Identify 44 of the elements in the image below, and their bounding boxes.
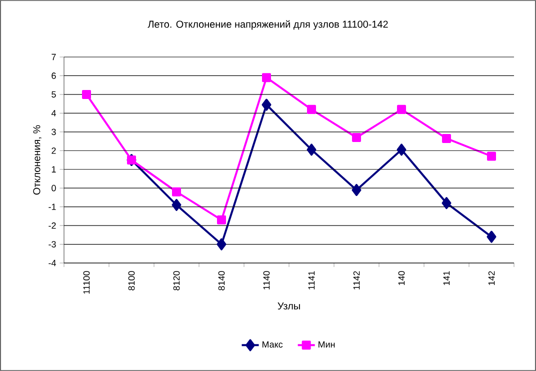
x-tick-label: 8120 xyxy=(173,271,180,290)
x-tick-label: 11100 xyxy=(83,271,90,294)
chart-title: Лето. Отклонение напряжений для узлов 11100-142 xyxy=(148,20,388,30)
y-tick-label: 7 xyxy=(52,54,56,60)
y-tick-label: 1 xyxy=(52,166,56,172)
x-tick-label: 140 xyxy=(398,271,405,286)
x-axis-title: Узлы xyxy=(278,302,300,310)
y-tick-label: 4 xyxy=(51,110,56,116)
point xyxy=(487,152,496,161)
y-tick-label: 0 xyxy=(52,184,56,192)
point xyxy=(352,184,362,196)
legend-label: Макс xyxy=(262,341,283,348)
y-tick-label: -4 xyxy=(48,260,56,266)
y-tick-label: 3 xyxy=(52,128,56,136)
x-tick-label: 8100 xyxy=(128,271,135,290)
x-tick-label: 1141 xyxy=(308,271,315,290)
point xyxy=(217,215,226,224)
y-axis-title: Отклонения, % xyxy=(33,125,42,195)
y-tick-label: 2 xyxy=(52,148,56,154)
point xyxy=(397,104,406,114)
legend-label: Мин xyxy=(318,341,335,348)
point xyxy=(262,98,272,111)
point xyxy=(172,187,182,196)
point xyxy=(352,133,362,142)
x-tick-label: 141 xyxy=(443,271,450,286)
x-tick-label: 8140 xyxy=(218,271,225,290)
x-tick-label: 1140 xyxy=(263,271,270,290)
point xyxy=(216,238,226,250)
y-tick-label: -2 xyxy=(48,222,56,229)
point xyxy=(396,144,406,156)
y-tick-label: 5 xyxy=(52,91,56,98)
x-tick-label: 1142 xyxy=(353,271,360,290)
point xyxy=(82,90,92,99)
point xyxy=(442,134,452,143)
point xyxy=(172,198,182,211)
point xyxy=(262,73,272,82)
point xyxy=(486,230,496,243)
y-tick-label: -1 xyxy=(48,204,56,210)
point xyxy=(306,144,316,156)
y-tick-label: 6 xyxy=(52,72,56,79)
point xyxy=(307,104,316,114)
y-tick-label: -3 xyxy=(48,241,56,248)
point xyxy=(442,197,452,210)
x-tick-label: 142 xyxy=(488,271,495,286)
